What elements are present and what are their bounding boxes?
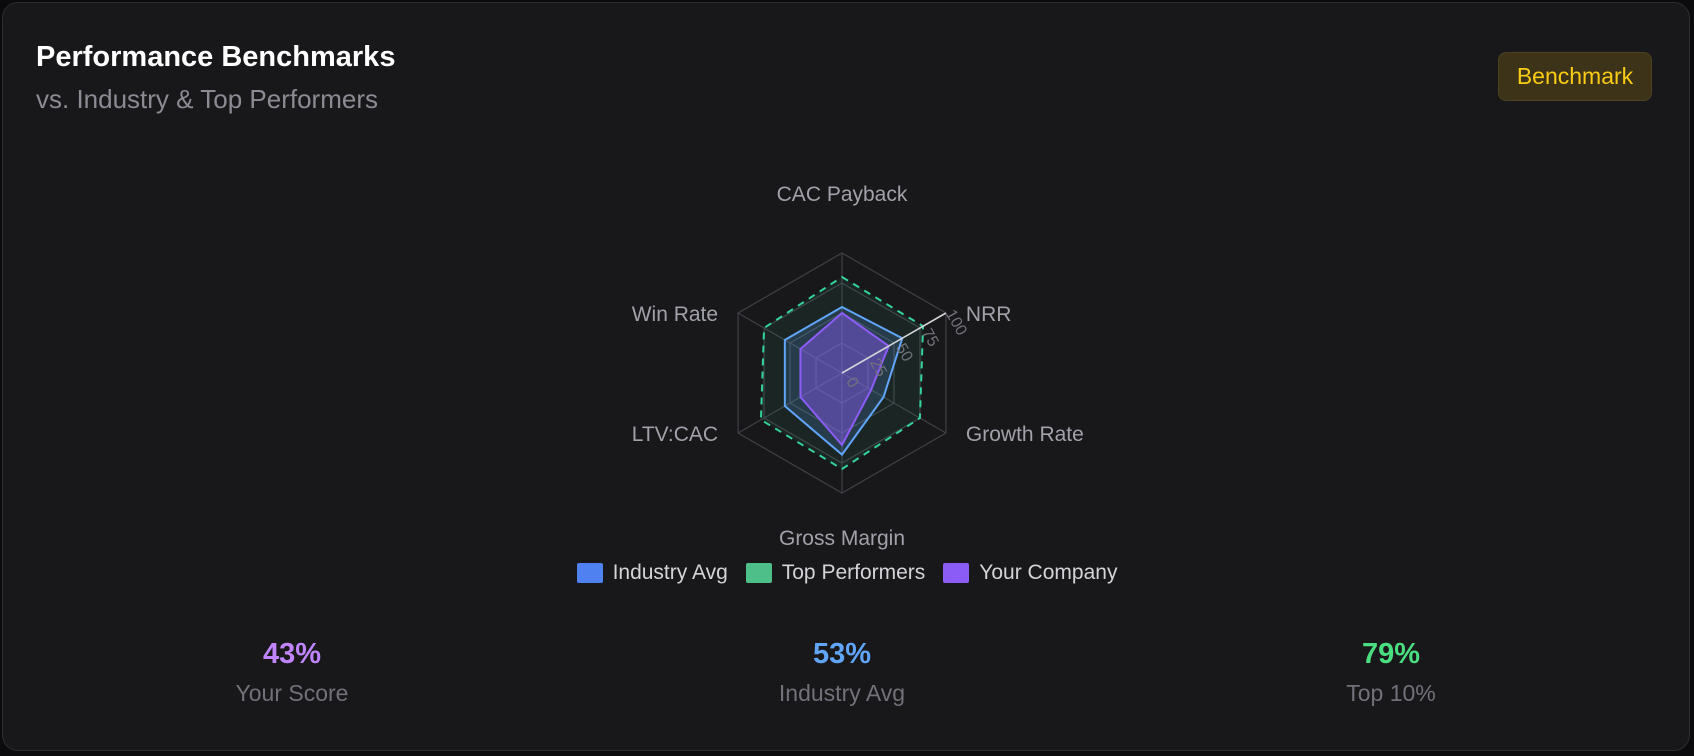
axis-label-growth-rate: Growth Rate — [966, 423, 1084, 446]
legend-label-top-performers: Top Performers — [781, 561, 926, 584]
card-title: Performance Benchmarks — [36, 41, 396, 73]
tick-axis-line — [841, 312, 947, 374]
legend-label-your-company: Your Company — [979, 561, 1118, 584]
stat-top-10: 79% Top 10% — [1241, 636, 1541, 708]
axis-label-ltv-cac: LTV:CAC — [632, 423, 718, 446]
spoke-growth-rate — [841, 372, 947, 434]
chart-legend: Industry Avg Top Performers Your Company — [0, 558, 1694, 588]
axis-label-cac-payback: CAC Payback — [777, 183, 908, 206]
axis-label-nrr: NRR — [966, 303, 1012, 326]
stat-industry-avg: 53% Industry Avg — [692, 636, 992, 708]
radar-series — [759, 275, 925, 471]
stat-label-top-10: Top 10% — [1346, 680, 1436, 706]
spoke-ltv-cac — [737, 372, 843, 434]
tick-label-50: 50 — [892, 341, 916, 365]
legend-item-top-performers[interactable]: Top Performers — [745, 561, 926, 585]
stat-value-top-10: 79% — [1361, 638, 1421, 670]
legend-swatch-top-performers — [745, 563, 772, 583]
axis-label-win-rate: Win Rate — [632, 303, 718, 326]
legend-swatch-industry-avg — [576, 563, 603, 583]
radar-axis-labels: CAC Payback NRR Growth Rate Gross Margin LTV… — [632, 183, 1084, 550]
tick-label-25: 25 — [866, 356, 890, 380]
card-subtitle: vs. Industry & Top Performers — [36, 84, 378, 114]
legend-item-your-company[interactable]: Your Company — [943, 561, 1117, 585]
tick-label-75: 75 — [918, 326, 942, 350]
stat-value-industry-avg: 53% — [812, 638, 872, 670]
stat-label-industry-avg: Industry Avg — [778, 680, 906, 706]
benchmark-badge[interactable]: Benchmark — [1498, 52, 1652, 101]
stat-label-your-score: Your Score — [235, 680, 349, 706]
legend-swatch-your-company — [943, 563, 970, 583]
spoke-win-rate — [737, 312, 843, 374]
stat-value-your-score: 43% — [262, 638, 322, 670]
legend-item-industry-avg[interactable]: Industry Avg — [576, 561, 728, 585]
stat-your-score: 43% Your Score — [142, 636, 442, 708]
legend-label-industry-avg: Industry Avg — [612, 561, 728, 584]
axis-label-gross-margin: Gross Margin — [779, 527, 905, 550]
